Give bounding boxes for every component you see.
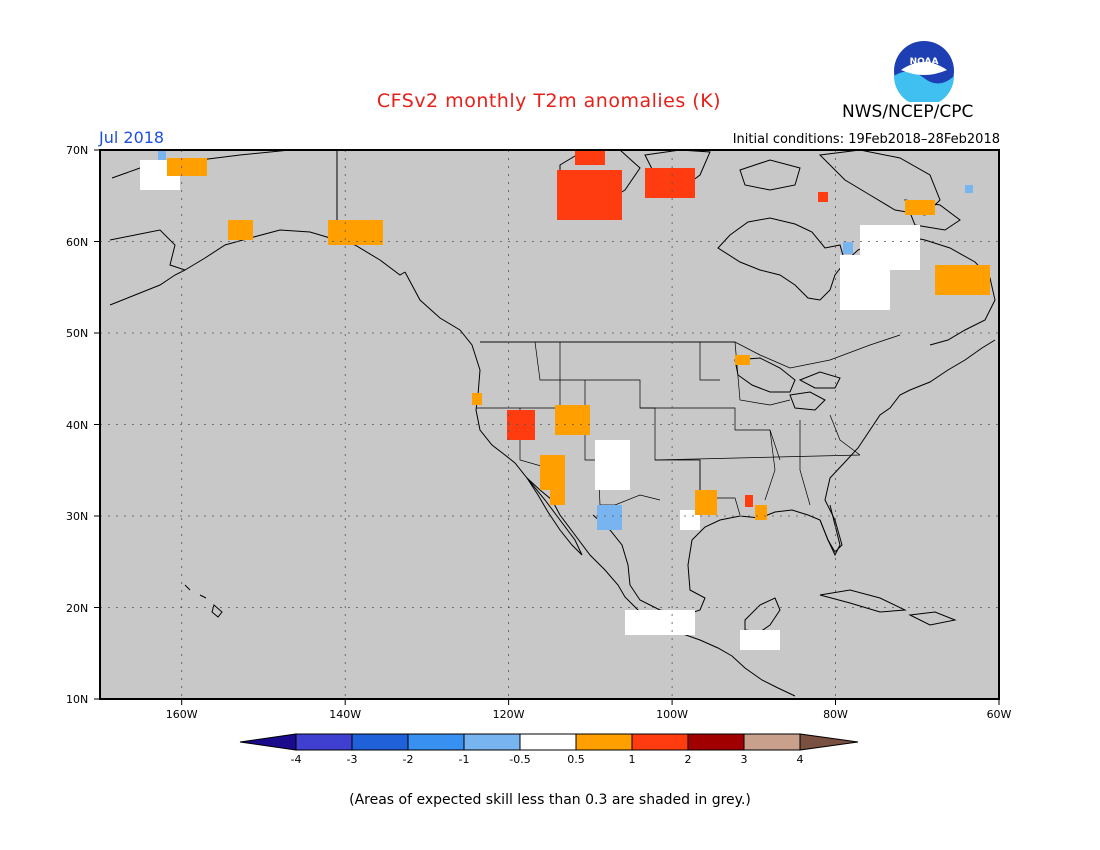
colorbar-label: 1 <box>629 753 636 766</box>
lat-label: 60N <box>66 236 88 249</box>
country-border-canada <box>480 334 901 369</box>
colorbar-swatch <box>351 733 409 751</box>
colorbar-swatch <box>631 733 689 751</box>
initial-conditions: Initial conditions: 19Feb2018–28Feb2018 <box>732 132 1000 147</box>
agency-label: NWS/NCEP/CPC <box>842 102 974 122</box>
colorbar <box>239 733 859 751</box>
colorbar-label: 2 <box>685 753 692 766</box>
colorbar-swatch <box>575 733 633 751</box>
lat-label: 40N <box>66 419 88 432</box>
lat-label: 10N <box>66 693 88 706</box>
colorbar-label: -1 <box>459 753 470 766</box>
axis-ticks <box>94 149 1000 705</box>
lat-label: 20N <box>66 602 88 615</box>
lon-label: 80W <box>823 708 848 721</box>
grid-lines <box>100 150 999 699</box>
colorbar-label: -3 <box>347 753 358 766</box>
lon-label: 160W <box>166 708 198 721</box>
colorbar-swatch <box>687 733 745 751</box>
lat-label: 30N <box>66 510 88 523</box>
colorbar-label: 4 <box>797 753 804 766</box>
anomaly-orange-patches <box>167 158 990 520</box>
lat-label: 70N <box>66 144 88 157</box>
anomaly-blue-patches <box>158 150 973 530</box>
colorbar-label: -4 <box>291 753 302 766</box>
colorbar-swatch <box>295 733 353 751</box>
colorbar-label: -0.5 <box>509 753 530 766</box>
colorbar-left-arrow <box>239 733 297 751</box>
colorbar-swatch <box>463 733 521 751</box>
lat-label: 50N <box>66 327 88 340</box>
lon-label: 140W <box>329 708 361 721</box>
colorbar-swatch <box>519 733 577 751</box>
valid-month: Jul 2018 <box>99 128 165 147</box>
map-title: CFSv2 monthly T2m anomalies (K) <box>376 90 722 112</box>
colorbar-label: 0.5 <box>567 753 585 766</box>
colorbar-right-arrow <box>799 733 859 751</box>
colorbar-label: -2 <box>403 753 414 766</box>
anomaly-patches <box>140 150 990 650</box>
colorbar-swatch <box>743 733 801 751</box>
lon-label: 100W <box>656 708 688 721</box>
noaa-logo: NOAA <box>894 41 954 102</box>
lon-label: 120W <box>493 708 525 721</box>
colorbar-swatch <box>407 733 465 751</box>
anomaly-red-patches <box>507 150 828 507</box>
lat-labels: 70N 60N 50N 40N 30N 20N 10N <box>66 144 88 706</box>
noaa-logo-text: NOAA <box>910 57 939 67</box>
colorbar-label: 3 <box>741 753 748 766</box>
colorbar-labels: -4 -3 -2 -1 -0.5 0.5 1 2 3 4 <box>291 753 804 766</box>
lon-labels: 160W 140W 120W 100W 80W 60W <box>166 708 1012 721</box>
lon-label: 60W <box>987 708 1012 721</box>
skill-footnote: (Areas of expected skill less than 0.3 a… <box>349 792 751 808</box>
